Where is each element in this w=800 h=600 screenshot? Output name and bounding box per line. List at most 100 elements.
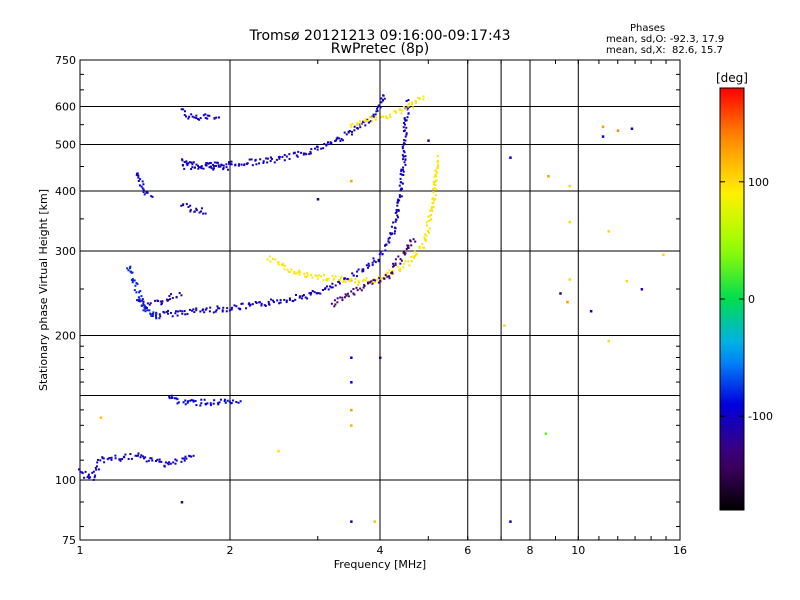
data-point [181,158,184,161]
data-point [293,151,296,154]
data-point [191,115,194,118]
data-point [349,280,352,283]
data-point [544,432,548,436]
data-point [331,282,334,285]
data-point [428,209,431,212]
data-point [285,155,288,158]
data-point [566,300,569,304]
data-point [351,130,354,133]
data-point [407,247,410,250]
data-point [288,153,291,156]
data-point [240,302,243,305]
data-point [292,300,295,303]
data-point [332,278,335,281]
data-point [422,98,425,101]
data-point [410,101,413,104]
data-point [340,275,343,278]
data-point [208,166,211,169]
data-point [293,272,296,275]
data-point [234,164,237,167]
data-point [198,166,201,169]
data-point [139,300,142,303]
data-point [417,96,420,99]
data-point [237,164,240,167]
data-point [364,124,367,127]
data-point [356,289,359,292]
data-point [206,402,209,405]
data-point [362,268,365,271]
data-point [431,198,434,201]
data-point [189,399,192,402]
data-point [183,167,186,170]
data-point [185,162,188,165]
data-point [202,114,205,117]
data-point [208,162,211,165]
data-point [272,299,275,302]
data-point [436,161,439,164]
data-point [316,198,320,201]
data-point [347,295,350,298]
data-point [110,456,113,459]
data-point [184,399,187,402]
data-point [338,278,341,281]
data-point [160,460,163,463]
data-point [163,465,166,468]
data-point [388,236,391,239]
data-point [154,299,157,302]
data-point [382,277,385,280]
y-tick-label: 100 [55,474,76,487]
data-point [198,211,201,214]
data-point [202,212,205,215]
data-point [369,120,372,123]
data-point [207,162,210,165]
data-point [102,457,105,460]
data-point [180,500,184,504]
data-point [185,160,188,163]
data-point [568,278,571,281]
data-point [138,184,141,187]
data-point [379,106,382,109]
data-point [190,455,193,458]
data-point [204,402,207,405]
data-point [254,158,257,161]
data-point [213,399,216,402]
data-point [377,104,380,107]
data-point [233,304,236,307]
data-point [379,280,382,283]
data-point [341,139,344,142]
data-point [135,291,138,294]
data-point [131,281,134,284]
data-point [222,168,225,171]
data-point [183,110,186,113]
data-point [196,118,199,121]
data-point [394,211,397,214]
data-point [434,198,437,201]
data-point [181,159,184,162]
data-point [357,280,360,283]
data-point [376,278,379,281]
y-tick-label: 600 [55,101,76,114]
data-point [402,170,405,173]
data-point [315,292,318,295]
data-point [218,401,221,404]
data-point [97,468,100,471]
data-point [99,416,103,419]
data-point [199,404,202,407]
data-point [354,278,357,281]
data-point [399,173,402,176]
data-point [185,115,188,118]
data-point [430,208,433,211]
data-point [198,118,201,121]
data-point [192,400,195,403]
data-point [140,295,143,298]
data-point [304,275,307,278]
data-point [188,115,191,118]
data-point [283,153,286,156]
data-point [392,262,395,265]
data-point [300,297,303,300]
data-point [160,303,163,306]
data-point [436,155,439,158]
data-point [209,306,212,309]
data-point [319,292,322,295]
data-point [363,120,366,123]
